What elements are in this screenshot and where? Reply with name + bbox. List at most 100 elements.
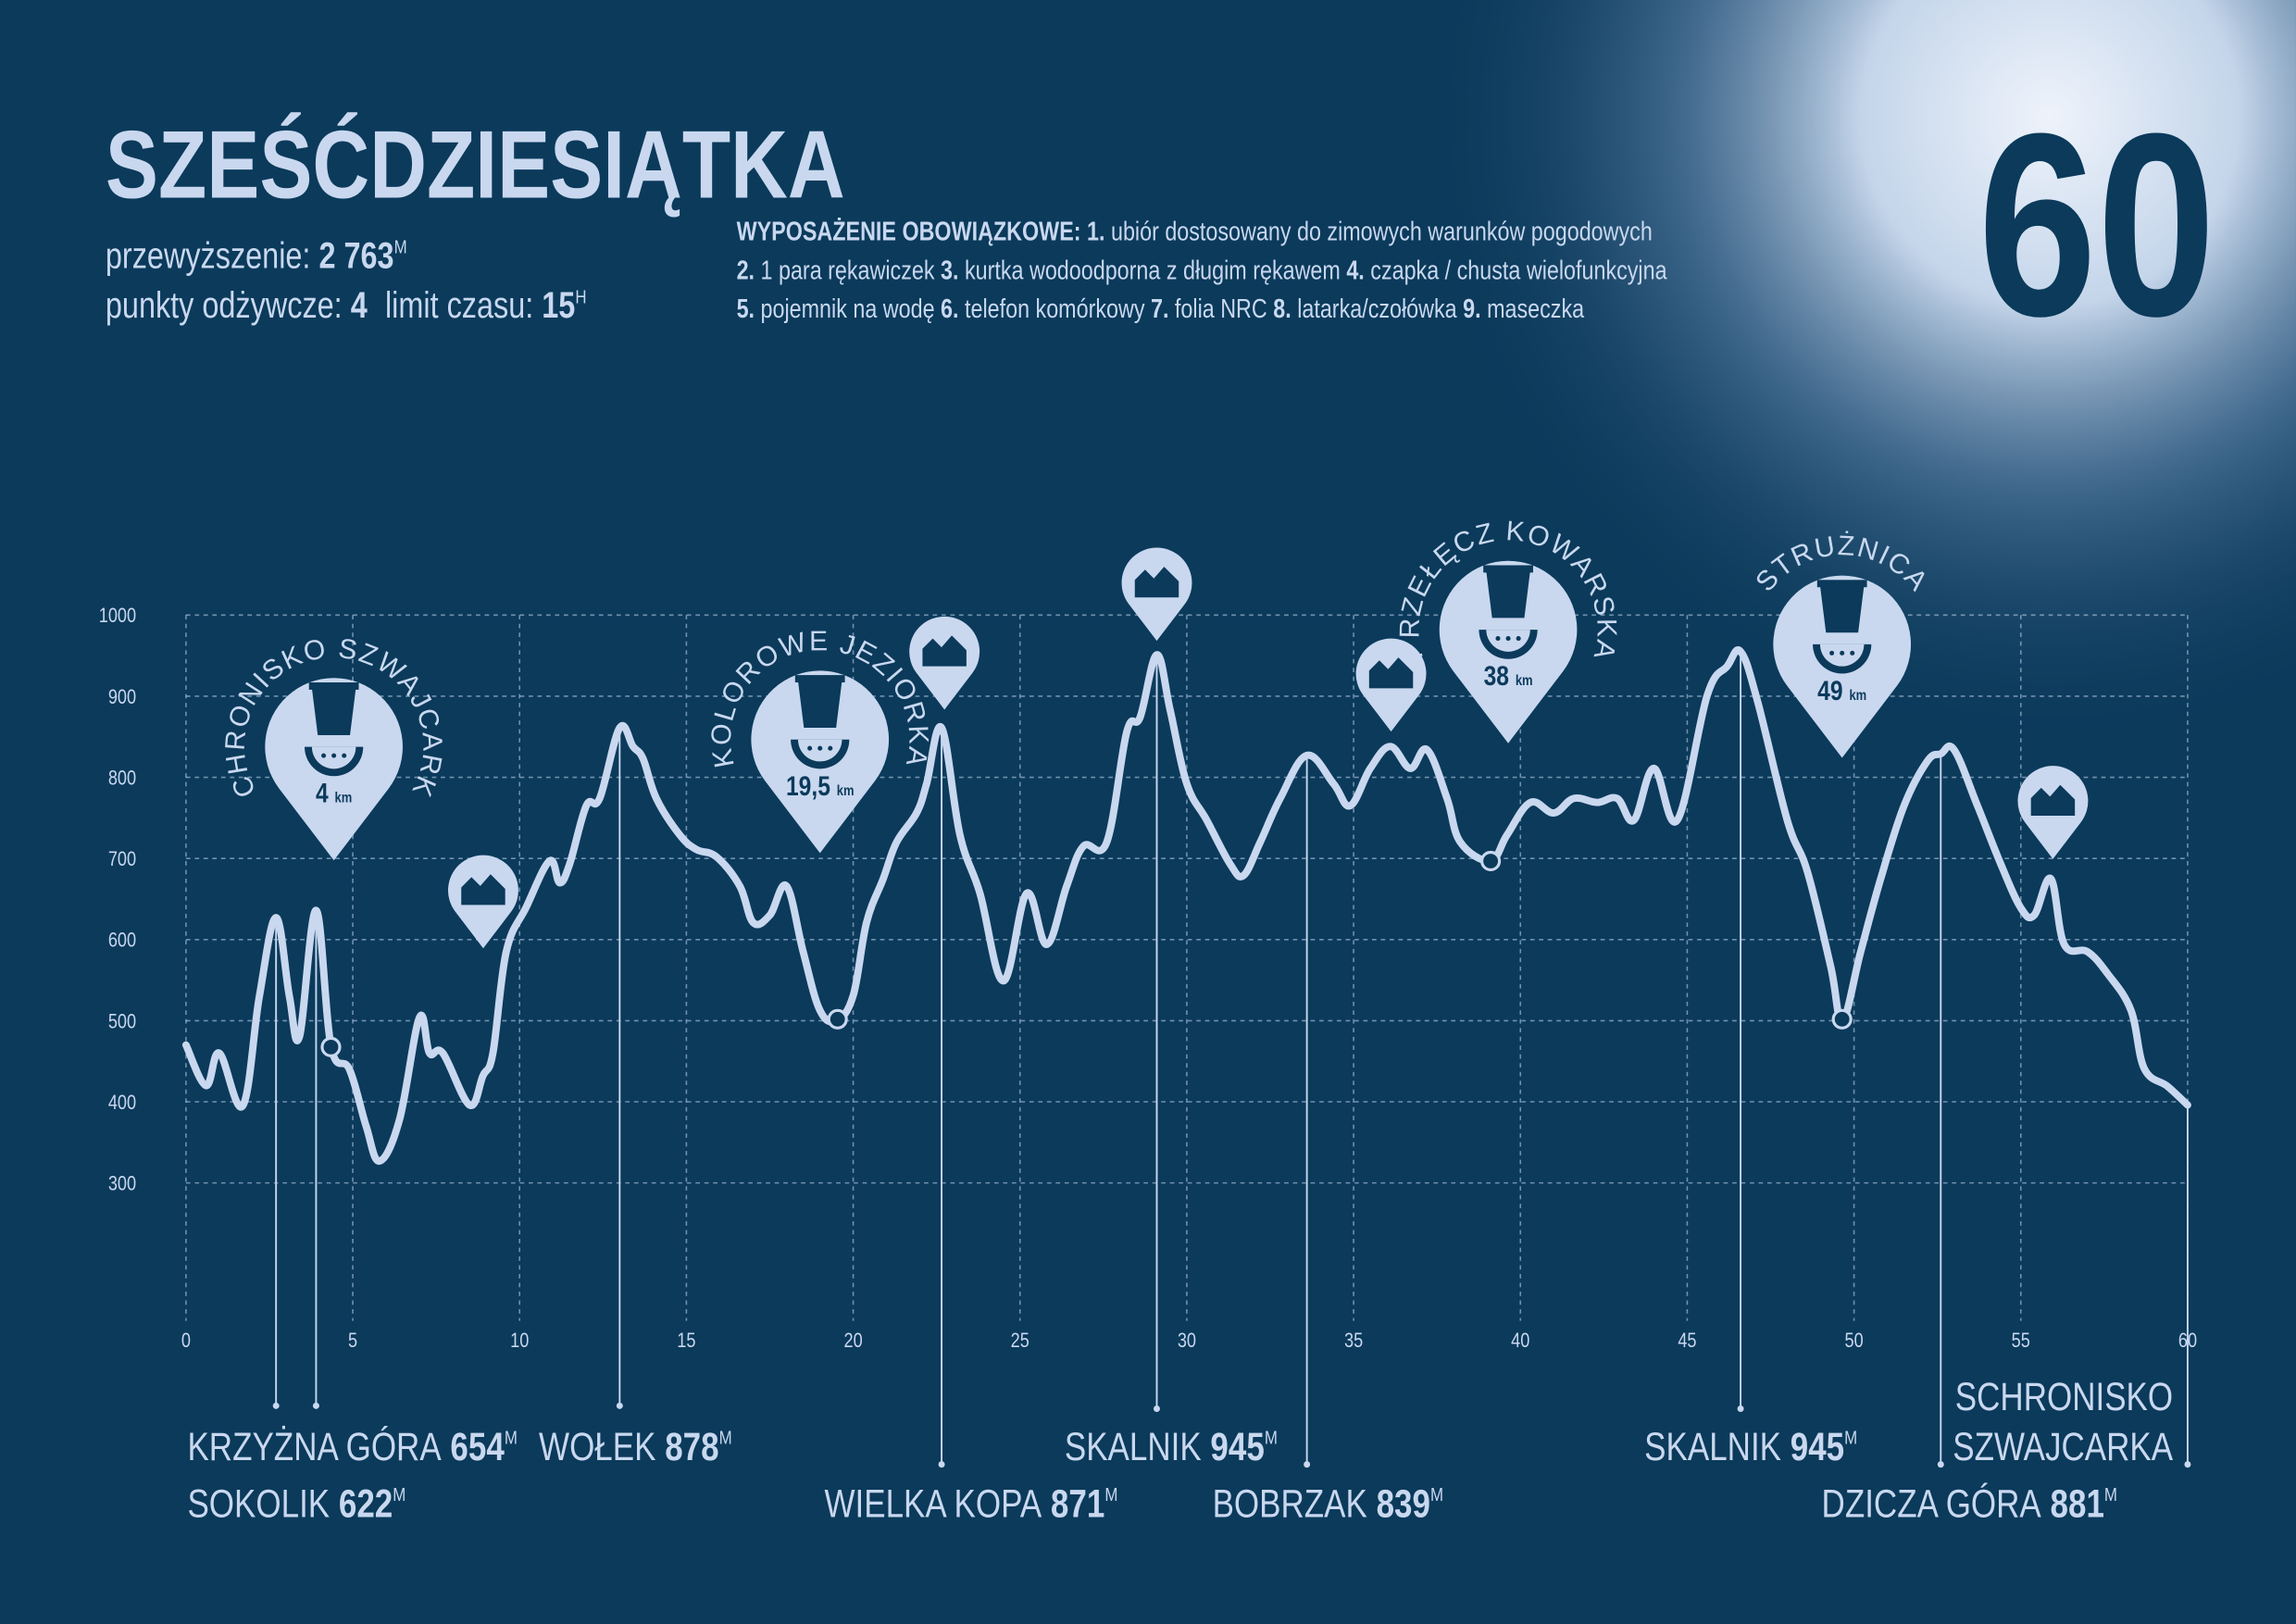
x-tick-label: 5 bbox=[348, 1330, 357, 1352]
peak-unit: M bbox=[393, 1484, 406, 1505]
aid-distance-unit: km bbox=[1516, 673, 1533, 689]
peak-name: WOŁEK bbox=[539, 1426, 655, 1469]
cup-icon bbox=[1819, 585, 1865, 633]
equipment-item: telefon komórkowy bbox=[965, 294, 1144, 324]
equipment-line: WYPOSAŻENIE OBOWIĄZKOWE: 1. ubiór dostos… bbox=[737, 216, 1653, 246]
peak-label: BOBRZAK 839M bbox=[1213, 1482, 1443, 1526]
melon-seed bbox=[1840, 650, 1845, 656]
leader-dot bbox=[616, 1402, 623, 1409]
peak-elevation: 945 bbox=[1791, 1426, 1844, 1469]
leader-dot bbox=[1937, 1461, 1944, 1468]
peak-label: SKALNIK 945M bbox=[1644, 1426, 1857, 1469]
peak-elevation: 654 bbox=[450, 1426, 505, 1469]
peak-elevation: 945 bbox=[1210, 1426, 1264, 1469]
aid-distance: 4 km bbox=[316, 777, 352, 808]
equipment-line: 5. pojemnik na wodę 6. telefon komórkowy… bbox=[737, 294, 1585, 324]
melon-seed bbox=[1516, 636, 1521, 642]
peak-unit: M bbox=[1430, 1484, 1443, 1505]
peak-elevation: 881 bbox=[2051, 1482, 2104, 1526]
peak-label: WOŁEK 878M bbox=[539, 1426, 732, 1469]
melon-seed bbox=[1495, 636, 1501, 642]
leader-dot bbox=[1304, 1461, 1311, 1468]
big-number: 60 bbox=[1978, 79, 2215, 370]
peak-label: WIELKA KOPA 871M bbox=[824, 1482, 1117, 1526]
equipment-item: pojemnik na wodę bbox=[761, 294, 935, 324]
melon-seed bbox=[321, 753, 327, 758]
peak-label: SOKOLIK 622M bbox=[187, 1482, 406, 1526]
melon-seed bbox=[1505, 636, 1511, 642]
aid-distance-unit: km bbox=[335, 791, 353, 806]
leader-dot bbox=[312, 1402, 319, 1409]
cup-rim bbox=[1816, 580, 1867, 588]
peak-elevation: 878 bbox=[665, 1426, 718, 1469]
stat-label: przewyższenie: bbox=[106, 234, 311, 276]
aid-distance-value: 4 bbox=[316, 777, 329, 808]
pin-icon bbox=[922, 635, 967, 667]
aid-distance-unit: km bbox=[1849, 688, 1866, 704]
melon-seed bbox=[342, 753, 347, 758]
stat-unit: M bbox=[394, 236, 407, 257]
peak-unit: M bbox=[1844, 1427, 1857, 1448]
peak-elevation: 839 bbox=[1377, 1482, 1430, 1526]
cup-rim bbox=[1483, 565, 1533, 573]
y-tick-label: 300 bbox=[108, 1173, 136, 1195]
y-tick-label: 600 bbox=[108, 930, 136, 952]
equipment-number: 1. bbox=[1087, 216, 1104, 246]
peak-label: DZICZA GÓRA 881M bbox=[1822, 1482, 2117, 1526]
x-tick-label: 40 bbox=[1511, 1330, 1529, 1352]
equipment-item: maseczka bbox=[1487, 294, 1584, 324]
stat-value: 15 bbox=[542, 284, 575, 326]
equipment-number: 9. bbox=[1463, 294, 1480, 324]
peak-unit: M bbox=[1265, 1427, 1278, 1448]
x-tick-label: 30 bbox=[1178, 1330, 1196, 1352]
equipment-item: folia NRC bbox=[1175, 294, 1267, 324]
x-tick-label: 20 bbox=[843, 1330, 862, 1352]
equipment-number: 6. bbox=[941, 294, 958, 324]
peak-unit: M bbox=[719, 1427, 732, 1448]
x-tick-label: 0 bbox=[181, 1330, 191, 1352]
equipment-item: czapka / chusta wielofunkcyjna bbox=[1370, 255, 1667, 285]
x-tick-label: 45 bbox=[1678, 1330, 1696, 1352]
melon-seed bbox=[807, 745, 813, 751]
equipment-number: 2. bbox=[737, 255, 755, 285]
peak-unit: M bbox=[2104, 1484, 2117, 1505]
leader-dot bbox=[1737, 1405, 1744, 1412]
waypoint bbox=[1480, 850, 1502, 872]
equipment-number: 3. bbox=[941, 255, 958, 285]
stat: punkty odżywcze: 4 bbox=[106, 284, 368, 326]
peak-unit: M bbox=[1104, 1484, 1117, 1505]
x-tick-label: 25 bbox=[1011, 1330, 1029, 1352]
equipment-item: ubiór dostosowany do zimowych warunków p… bbox=[1111, 216, 1653, 246]
leader-dot bbox=[938, 1461, 945, 1468]
peak-name: SCHRONISKO bbox=[1955, 1376, 2173, 1419]
peak-label: KRZYŻNA GÓRA 654M bbox=[187, 1426, 517, 1469]
stat: limit czasu: 15H bbox=[385, 284, 587, 326]
cup-rim bbox=[794, 675, 845, 683]
equipment-item: kurtka wodoodporna z długim rękawem bbox=[965, 255, 1341, 285]
equipment-number: 8. bbox=[1273, 294, 1291, 324]
melon-seed bbox=[331, 753, 337, 758]
peak-name: SKALNIK bbox=[1644, 1426, 1781, 1469]
leader-dot bbox=[1154, 1405, 1160, 1412]
peak-name: SKALNIK bbox=[1065, 1426, 1202, 1469]
aid-distance-unit: km bbox=[837, 783, 855, 799]
x-tick-label: 55 bbox=[2012, 1330, 2030, 1352]
melon-seed bbox=[828, 745, 833, 751]
melon-seed bbox=[1829, 650, 1835, 656]
cup-icon bbox=[1486, 570, 1530, 618]
x-tick-label: 15 bbox=[677, 1330, 695, 1352]
y-tick-label: 400 bbox=[108, 1092, 136, 1114]
y-tick-label: 800 bbox=[108, 768, 136, 790]
stat-unit: H bbox=[575, 286, 586, 307]
cup-icon bbox=[797, 681, 842, 729]
stat-label: limit czasu: bbox=[385, 284, 533, 326]
stat-value: 4 bbox=[351, 284, 368, 326]
equipment-number: 7. bbox=[1151, 294, 1168, 324]
equipment-number: 5. bbox=[737, 294, 755, 324]
aid-distance-value: 19,5 bbox=[786, 769, 830, 801]
peak-name: SZWAJCARKA bbox=[1953, 1426, 2173, 1469]
equipment-number: 4. bbox=[1346, 255, 1364, 285]
melon-seed bbox=[1850, 650, 1855, 656]
peak-name: KRZYŻNA GÓRA bbox=[187, 1426, 441, 1469]
equipment-label: WYPOSAŻENIE OBOWIĄZKOWE: bbox=[737, 216, 1081, 246]
